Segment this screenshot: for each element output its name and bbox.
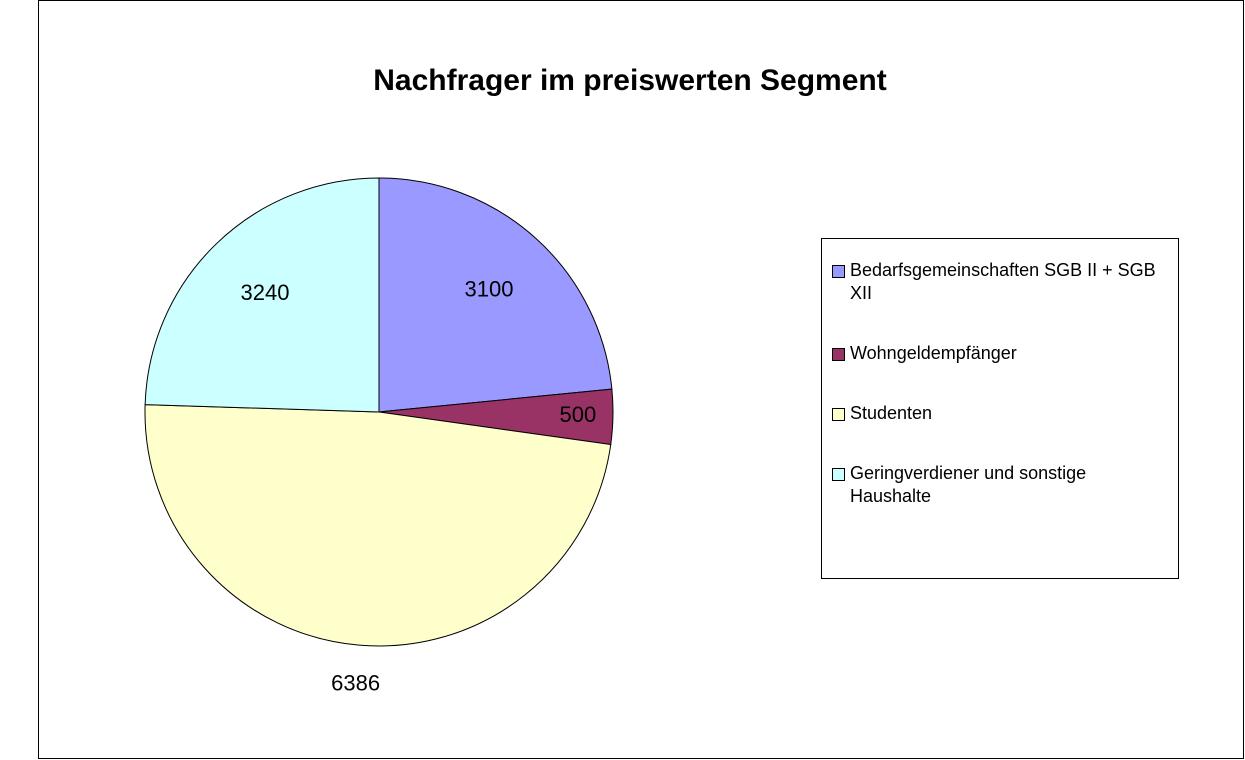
pie-slice xyxy=(378,177,613,413)
legend-item: Geringverdiener und sonstige Haushalte xyxy=(832,462,1170,508)
pie-slice xyxy=(144,177,380,413)
legend-item: Wohngeldempfänger xyxy=(832,342,1170,365)
data-label: 3240 xyxy=(241,280,290,305)
legend-item: Studenten xyxy=(832,402,1170,425)
pie-slice xyxy=(144,404,612,647)
chart-title: Nachfrager im preiswerten Segment xyxy=(373,64,887,97)
data-label: 3100 xyxy=(465,276,514,301)
legend-swatch xyxy=(832,408,845,421)
legend: Bedarfsgemeinschaften SGB II + SGB XII Wo… xyxy=(821,238,1179,579)
legend-swatch xyxy=(832,468,845,481)
legend-label: Bedarfsgemeinschaften SGB II + SGB XII xyxy=(850,260,1156,303)
legend-swatch xyxy=(832,348,845,361)
legend-label: Wohngeldempfänger xyxy=(850,343,1017,363)
data-label: 6386 xyxy=(331,671,380,696)
legend-swatch xyxy=(832,265,845,278)
legend-item: Bedarfsgemeinschaften SGB II + SGB XII xyxy=(832,259,1170,305)
data-label: 500 xyxy=(559,402,596,427)
legend-label: Geringverdiener und sonstige Haushalte xyxy=(850,463,1087,506)
legend-label: Studenten xyxy=(850,403,933,423)
